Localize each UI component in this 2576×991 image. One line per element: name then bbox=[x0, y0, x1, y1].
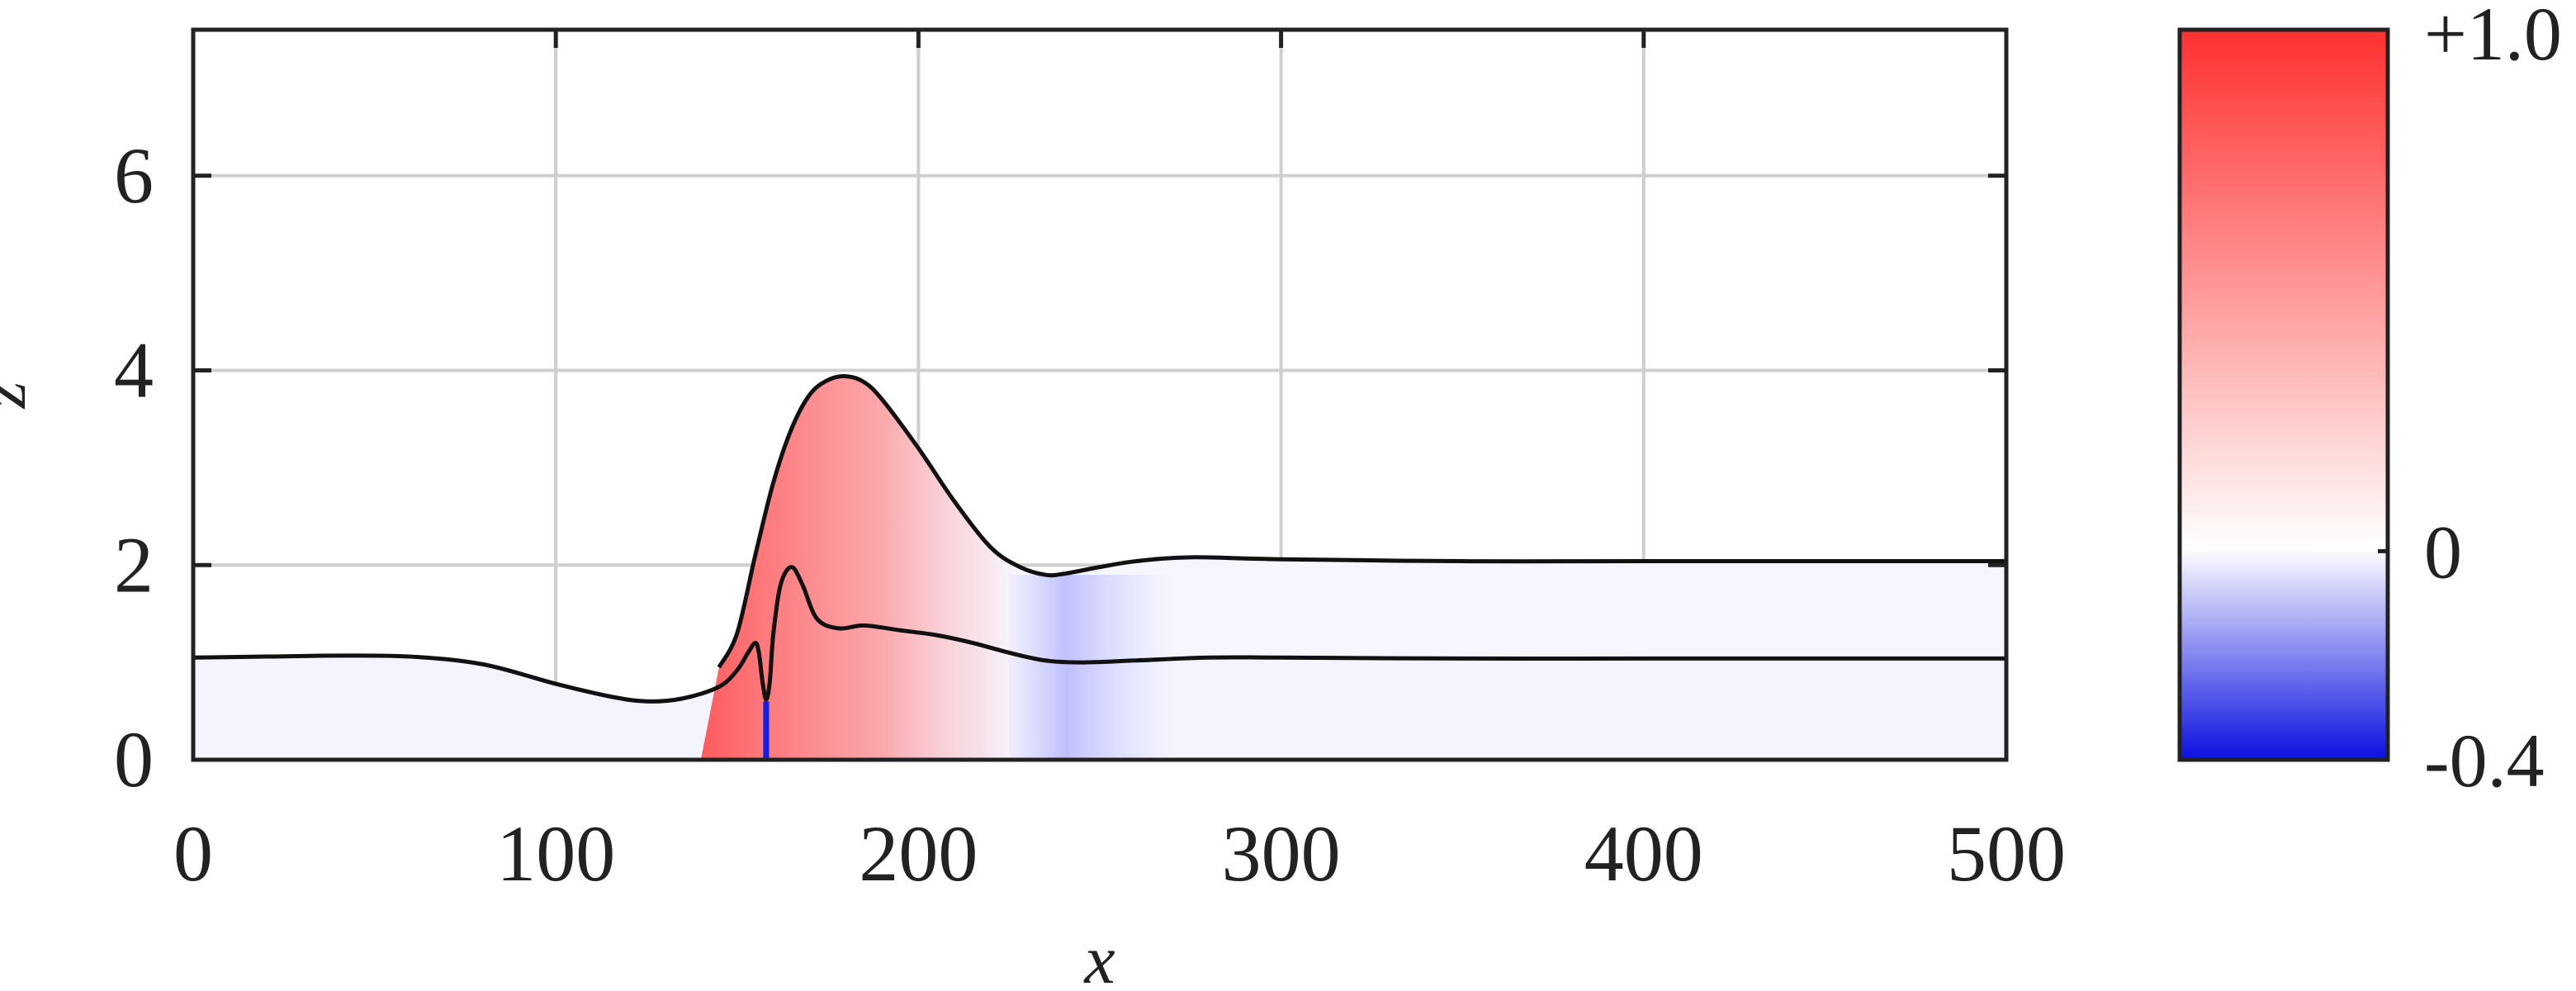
y-tick-label: 4 bbox=[114, 326, 154, 415]
positive-field-patch bbox=[700, 376, 1035, 760]
upper-interface-line bbox=[717, 374, 2006, 669]
colorbar-tick-label: -0.4 bbox=[2424, 718, 2545, 803]
colorbar-tick-label: +1.0 bbox=[2424, 0, 2562, 76]
grid-lines bbox=[193, 30, 2006, 760]
y-tick-label: 0 bbox=[114, 715, 154, 804]
colorbar: +1.0 0 -0.4 bbox=[2177, 0, 2562, 803]
axis-ticks bbox=[193, 30, 2006, 567]
y-axis-label: z bbox=[0, 382, 40, 410]
colorbar-gradient bbox=[2177, 27, 2390, 762]
colorbar-ticks: +1.0 0 -0.4 bbox=[2378, 0, 2562, 803]
colorbar-tick-label: 0 bbox=[2424, 510, 2462, 594]
negative-spike bbox=[763, 701, 769, 760]
y-tick-label: 6 bbox=[114, 131, 154, 220]
x-tick-label: 100 bbox=[496, 809, 615, 898]
plot-area bbox=[191, 27, 2009, 762]
interface-lines bbox=[193, 374, 2006, 704]
y-tick-label: 2 bbox=[114, 520, 154, 609]
x-tick-label: 500 bbox=[1947, 809, 2066, 898]
plot-frame bbox=[191, 27, 2009, 762]
x-tick-label: 300 bbox=[1222, 809, 1341, 898]
negative-field-patch bbox=[1009, 575, 1172, 760]
x-tick-label: 200 bbox=[859, 809, 978, 898]
y-tick-labels: 0 2 4 6 bbox=[114, 131, 154, 804]
lower-interface-line bbox=[193, 565, 2006, 704]
x-tick-label: 400 bbox=[1584, 809, 1703, 898]
x-tick-label: 0 bbox=[173, 809, 213, 898]
x-axis-label: x bbox=[1082, 922, 1115, 991]
x-tick-labels: 0 100 200 300 400 500 bbox=[173, 809, 2066, 898]
